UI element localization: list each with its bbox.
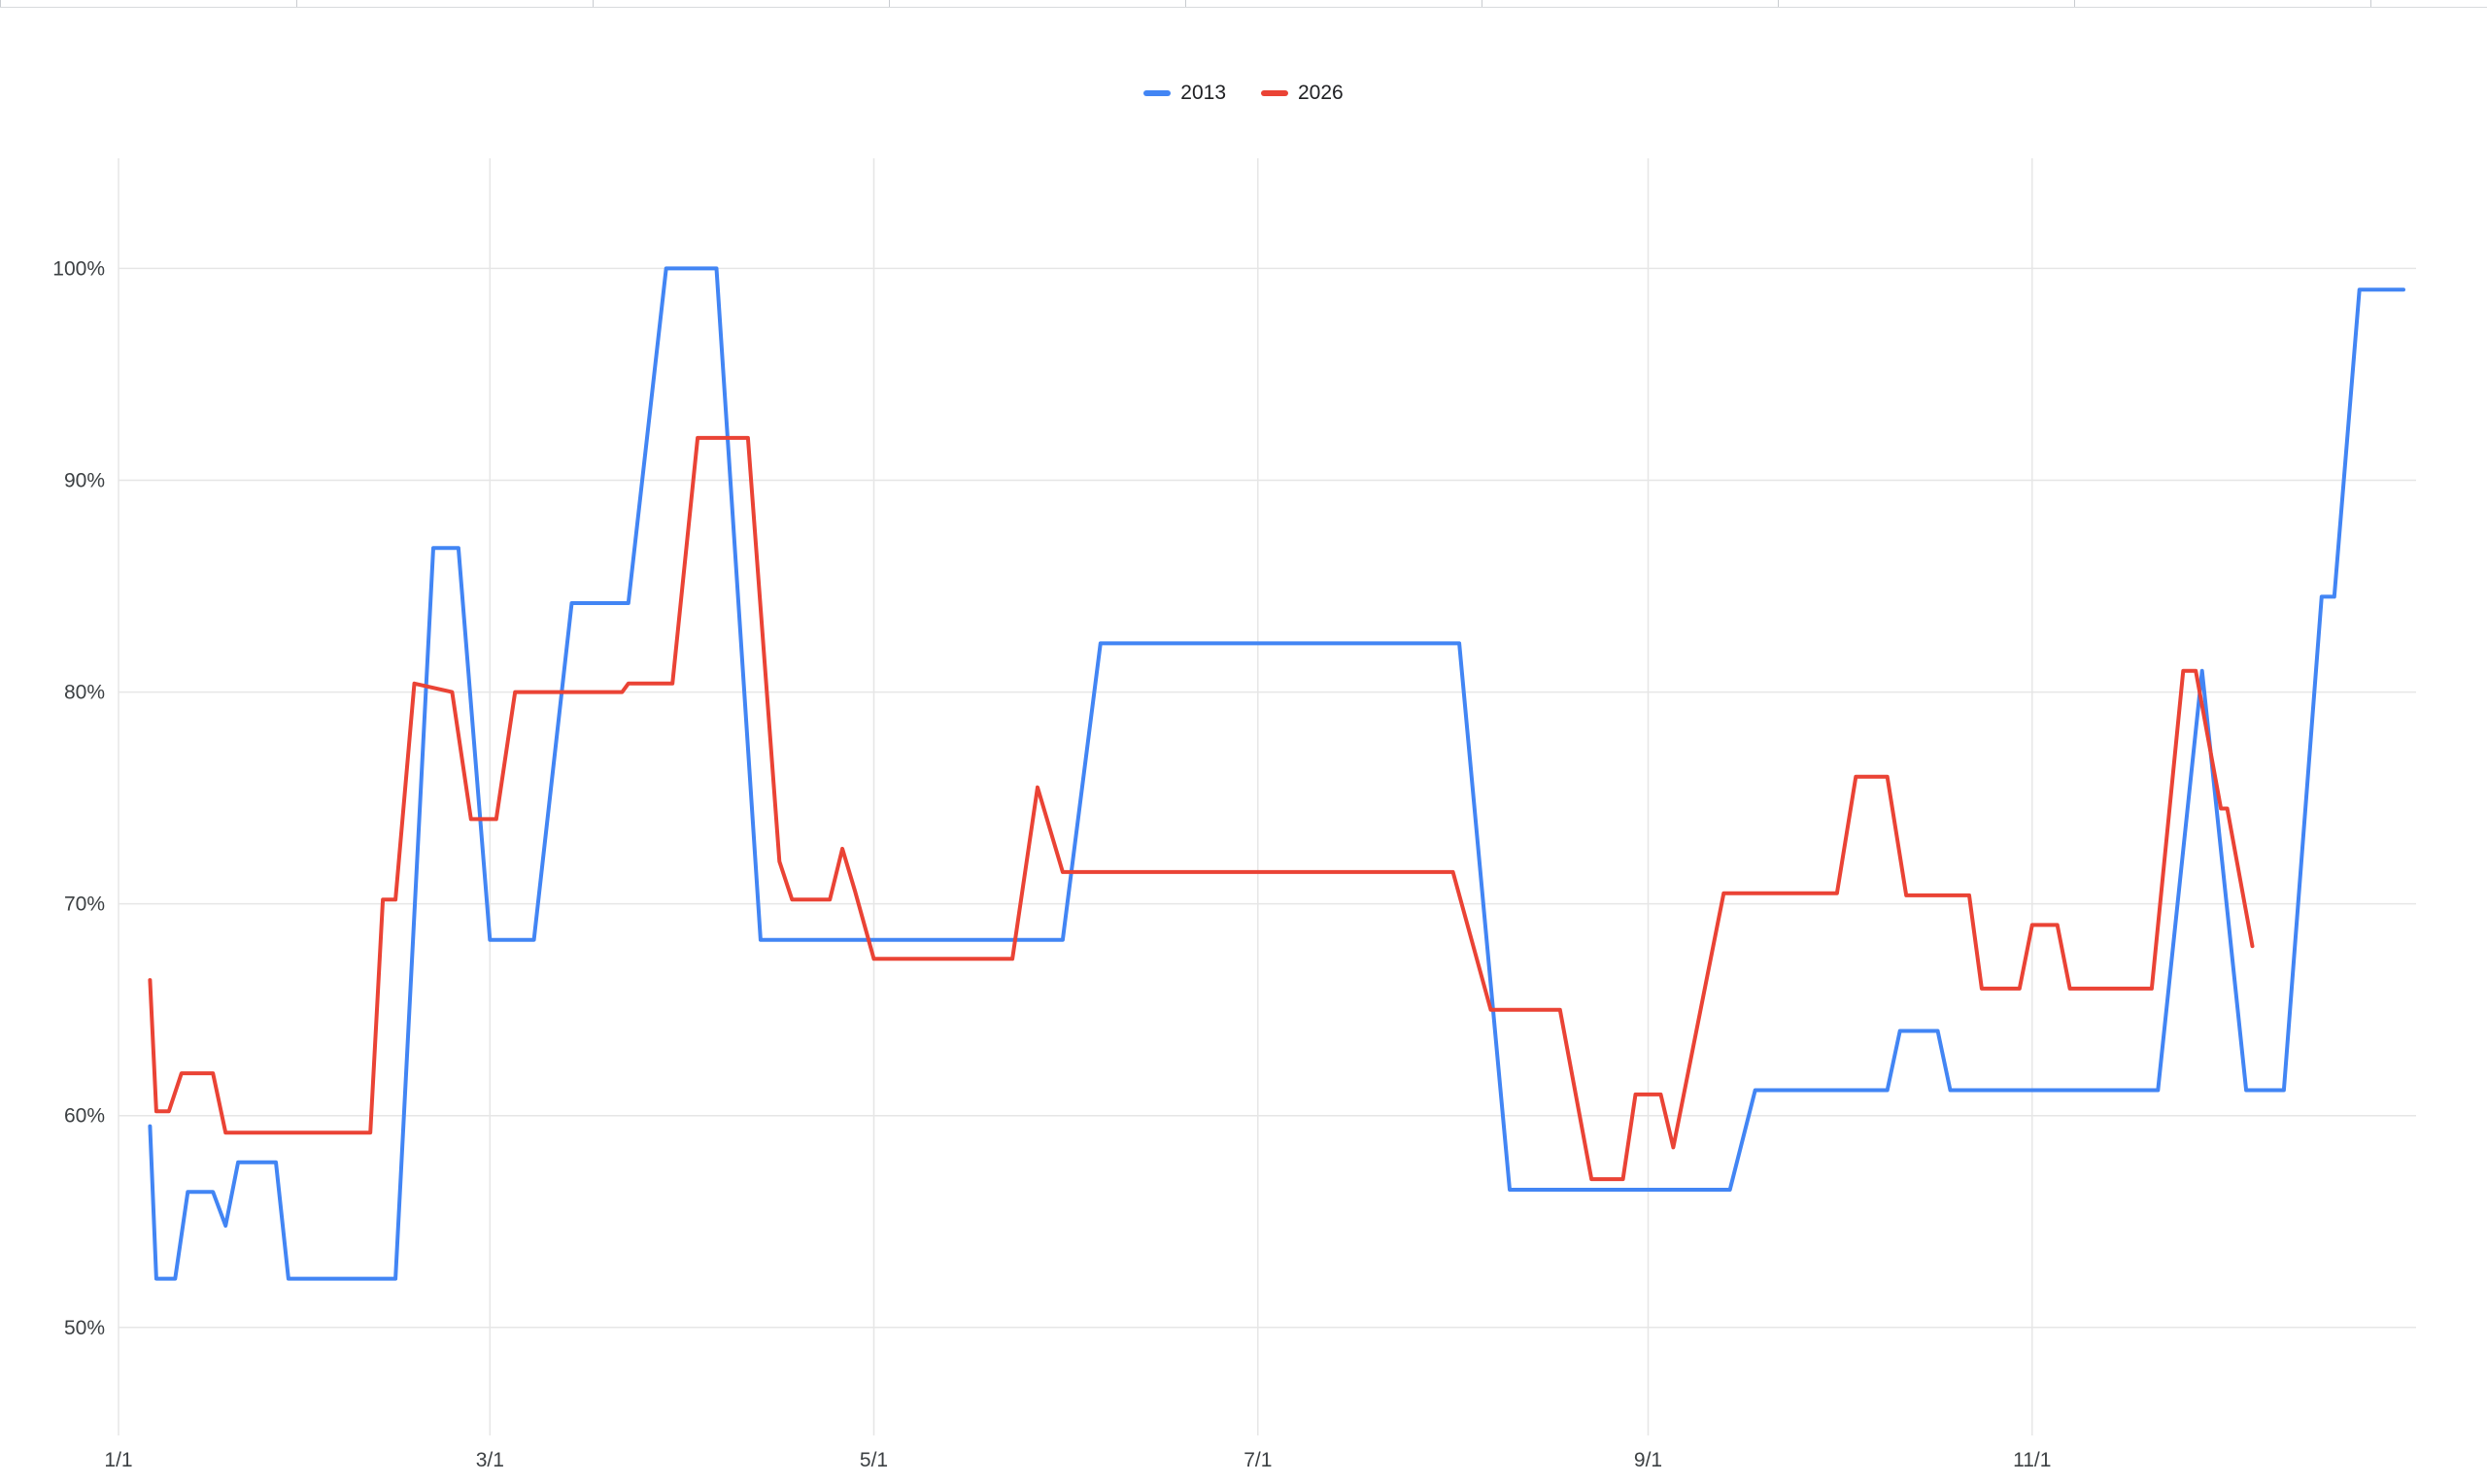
legend-item-2026[interactable]: 2026 (1261, 82, 1344, 105)
legend-label-2026: 2026 (1298, 82, 1344, 104)
spreadsheet-top-edge (0, 0, 2487, 8)
y-axis-tick-label: 80% (64, 682, 105, 704)
x-axis-tick-label: 11/1 (2013, 1449, 2051, 1471)
chart-legend: 2013 2026 (0, 82, 2487, 105)
legend-item-2013[interactable]: 2013 (1143, 82, 1226, 105)
x-axis-tick-label: 3/1 (476, 1449, 504, 1471)
x-axis-tick-label: 5/1 (860, 1449, 888, 1471)
y-axis-tick-label: 50% (64, 1317, 105, 1339)
x-axis-tick-label: 1/1 (104, 1449, 132, 1471)
legend-swatch-2013 (1143, 90, 1172, 96)
x-axis-tick-label: 7/1 (1244, 1449, 1272, 1471)
y-axis-tick-label: 90% (64, 470, 105, 492)
legend-swatch-2026 (1261, 90, 1288, 96)
y-axis-tick-label: 70% (64, 894, 105, 916)
legend-label-2013: 2013 (1180, 82, 1226, 104)
x-axis-tick-label: 9/1 (1634, 1449, 1662, 1471)
series-line-2013[interactable] (148, 266, 2405, 1281)
y-axis-tick-label: 100% (52, 257, 105, 280)
y-axis-tick-label: 60% (64, 1105, 105, 1128)
series-line-2026[interactable] (148, 435, 2255, 1182)
